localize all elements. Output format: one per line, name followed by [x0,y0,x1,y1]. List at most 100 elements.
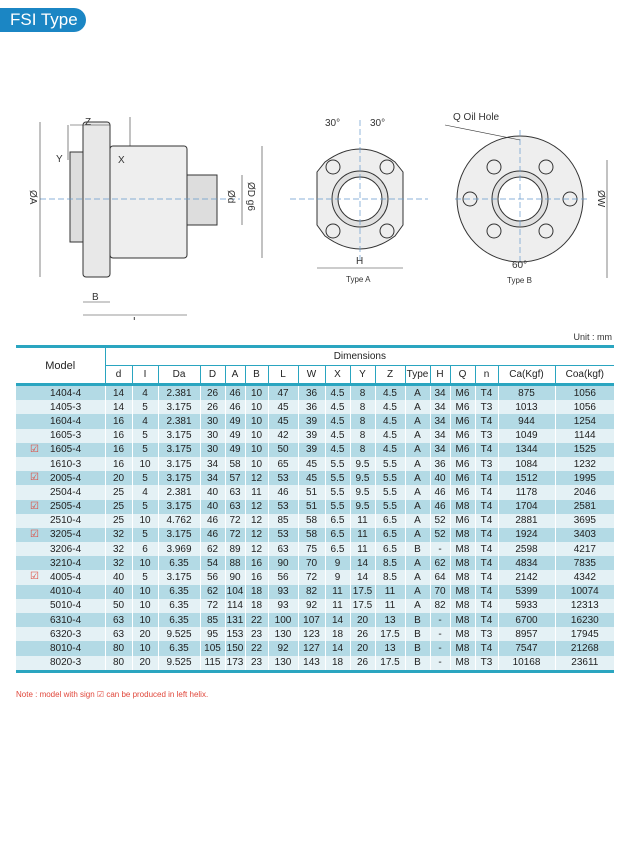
value-cell: 80 [104,655,132,673]
value-cell: 1084 [497,456,555,472]
value-cell: M8 [449,655,475,673]
value-cell: 2881 [497,513,555,528]
value-cell: A [404,513,430,528]
model-name: 6320-3 [50,628,82,640]
value-cell: 875 [497,383,555,401]
value-cell: 5.5 [374,485,405,500]
value-cell: 10 [244,442,268,457]
value-cell: 107 [297,613,325,628]
value-cell: 5.5 [324,485,350,500]
value-cell: 8 [349,383,375,401]
value-cell: 127 [297,641,325,656]
value-cell: 53 [267,499,298,514]
value-cell: 5.5 [324,471,350,486]
label-l: L [133,316,139,320]
table-row: 2510-4 25 10 4.762 46 72 12 85 58 6.5 11 6.5 A 52 M6 T4… [16,513,615,528]
value-cell: 5.5 [374,499,405,514]
value-cell: M6 [449,471,475,486]
value-cell: T4 [474,584,498,599]
value-cell: 17.5 [349,584,375,599]
value-cell: 17.5 [374,627,405,642]
model-name: 2504-4 [50,486,82,498]
value-cell: 92 [267,641,298,656]
value-cell: 10 [244,414,268,429]
value-cell: 115 [199,655,225,673]
value-cell: 49 [224,428,245,443]
column-header: Da [157,365,200,385]
table-row: 8020-3 80 20 9.525 115 173 23 130 143 18 26 17.5 B - M… [16,655,615,673]
model-cell: ☑ 2505-4 [16,499,105,514]
value-cell: 4.5 [324,414,350,429]
table-row: 8010-4 80 10 6.35 105 150 22 92 127 14 20 13 B - M8 T4 7… [16,641,615,656]
value-cell: 16 [244,556,268,571]
value-cell: 143 [297,655,325,673]
model-name: 3210-4 [50,557,82,569]
value-cell: A [404,527,430,543]
side-view-drawing [39,117,263,316]
value-cell: A [404,584,430,599]
model-name: 8020-3 [50,657,82,669]
dimensions-header: Dimensions [104,345,615,366]
value-cell: 23 [244,627,268,642]
value-cell: A [404,471,430,486]
value-cell: 5.5 [324,456,350,472]
value-cell: 18 [324,655,350,673]
value-cell: T4 [474,598,498,613]
value-cell: 6.35 [157,641,200,656]
value-cell: M8 [449,613,475,628]
value-cell: 130 [267,627,298,642]
value-cell: M8 [449,584,475,599]
model-cell: 2504-4 [16,485,105,500]
value-cell: 30 [199,428,225,443]
value-cell: B [404,542,430,557]
value-cell: 39 [297,442,325,457]
column-header: Coa(kgf) [554,365,615,385]
value-cell: 46 [429,499,450,514]
value-cell: 1995 [554,471,615,486]
value-cell: T4 [474,570,498,585]
value-cell: 1704 [497,499,555,514]
type-b-caption: Type B [507,276,532,285]
value-cell: 63 [224,485,245,500]
value-cell: 85 [199,613,225,628]
value-cell: 26 [199,383,225,401]
model-cell: 1604-4 [16,414,105,429]
value-cell: 8 [349,428,375,443]
value-cell: 6.5 [374,527,405,543]
value-cell: 1056 [554,400,615,415]
value-cell: 13 [374,613,405,628]
model-name: 1404-4 [50,387,82,399]
value-cell: 52 [429,513,450,528]
value-cell: 39 [297,428,325,443]
value-cell: 17.5 [374,655,405,673]
value-cell: 3.175 [157,428,200,443]
column-header: Type [404,365,430,385]
value-cell: A [404,383,430,401]
model-cell: 1404-4 [16,383,105,401]
value-cell: T4 [474,613,498,628]
model-cell: ☑ 1605-4 [16,442,105,457]
value-cell: 6.35 [157,613,200,628]
table-row: 3210-4 32 10 6.35 54 88 16 90 70 9 14 8.5 A 62 M8 T4 483… [16,556,615,571]
value-cell: 51 [297,499,325,514]
value-cell: T4 [474,471,498,486]
value-cell: T4 [474,556,498,571]
value-cell: 4 [131,485,158,500]
value-cell: 5.5 [374,471,405,486]
model-name: 5010-4 [50,600,82,612]
value-cell: T4 [474,485,498,500]
value-cell: 5.5 [374,456,405,472]
value-cell: A [404,485,430,500]
value-cell: 57 [224,471,245,486]
value-cell: B [404,641,430,656]
value-cell: 58 [297,527,325,543]
table-row: 1610-3 16 10 3.175 34 58 10 65 45 5.5 9.5 5.5 A 36 M6 T… [16,456,615,472]
value-cell: 32 [104,527,132,543]
value-cell: 12 [244,542,268,557]
table-row: 1404-4 14 4 2.381 26 46 10 47 36 4.5 8 4.5 A 34 M6 T4 87… [16,383,615,401]
value-cell: A [404,598,430,613]
value-cell: 2.381 [157,414,200,429]
column-header: n [474,365,498,385]
value-cell: 32 [104,542,132,557]
value-cell: - [429,542,450,557]
